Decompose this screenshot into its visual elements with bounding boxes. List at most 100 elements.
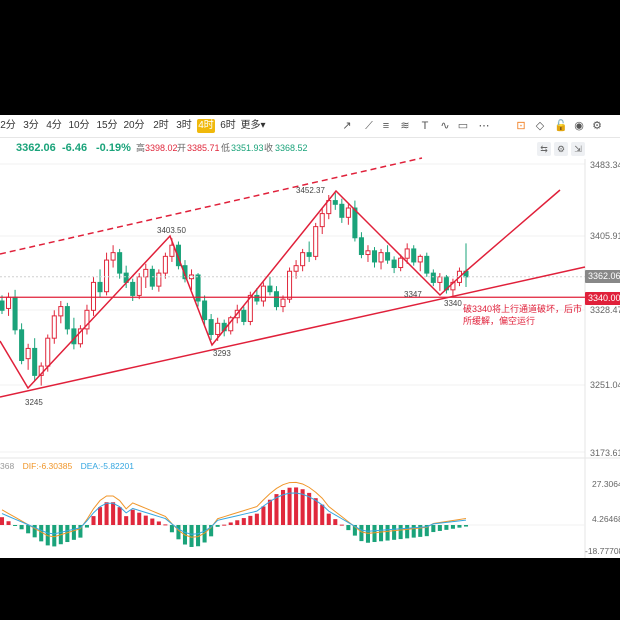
candle-body — [254, 294, 260, 302]
timeframe-9[interactable]: 6时 — [220, 120, 236, 131]
macd-histogram-bar — [71, 525, 76, 540]
eye-icon[interactable]: ◉ — [574, 120, 584, 132]
candle-body — [365, 250, 371, 256]
macd-histogram-bar — [385, 525, 390, 541]
candle-body — [247, 294, 253, 322]
timeframe-4[interactable]: 15分 — [96, 120, 118, 131]
macd-histogram-bar — [209, 525, 214, 537]
timeframe-2[interactable]: 4分 — [46, 120, 62, 131]
macd-histogram-bar — [411, 525, 416, 538]
macd-histogram-bar — [326, 513, 331, 525]
macd-histogram-bar — [13, 525, 18, 526]
macd-histogram-bar — [261, 506, 266, 525]
indicator-settings-icon[interactable]: ⚙ — [554, 142, 568, 156]
macd-histogram-bar — [84, 525, 89, 528]
timeframe-0[interactable]: 2分 — [0, 120, 16, 131]
low-label-2: 3293 — [213, 349, 231, 358]
macd-histogram-bar — [346, 525, 351, 531]
fib-tool-icon[interactable]: ≋ — [400, 120, 410, 132]
timeframe-6[interactable]: 2时 — [153, 120, 169, 131]
candle-body — [149, 268, 155, 287]
macd-histogram-bar — [32, 525, 37, 538]
layout-icon[interactable]: ⊡ — [516, 120, 526, 132]
candle-body — [156, 272, 162, 287]
macd-histogram-bar — [431, 525, 436, 533]
lock-icon[interactable]: 🔓 — [554, 120, 568, 132]
candle-body — [175, 244, 181, 267]
rectangle-tool-icon[interactable]: ▭ — [457, 120, 469, 132]
macd-histogram-bar — [333, 519, 338, 525]
candle-body — [32, 347, 38, 376]
macd-histogram-bar — [463, 525, 469, 527]
macd-histogram-bar — [124, 516, 129, 525]
macd-histogram-bar — [176, 525, 181, 540]
timeframe-5[interactable]: 20分 — [123, 120, 145, 131]
candle-body — [352, 207, 358, 239]
candle-body — [287, 270, 293, 300]
indicator-compare-icon[interactable]: ⇆ — [537, 142, 551, 156]
macd-histogram-bar — [418, 525, 423, 537]
macd-histogram-bar — [294, 487, 299, 525]
low-label-4: 3340 — [444, 299, 462, 308]
candle-body — [417, 255, 423, 263]
timeframe-1[interactable]: 3分 — [23, 120, 39, 131]
macd-histogram-bar — [117, 507, 122, 525]
macd-histogram-bar — [111, 502, 116, 525]
candle-body — [162, 255, 168, 274]
candle-body — [77, 328, 83, 345]
path-tool-icon[interactable]: ∿ — [440, 120, 450, 132]
macd-histogram-bar — [228, 522, 233, 525]
open-value: 3385.71 — [187, 143, 220, 153]
parallel-channel-icon[interactable]: ≡ — [382, 120, 390, 132]
macd-histogram-bar — [254, 513, 259, 525]
candle-body — [45, 337, 51, 367]
trendline-tool-icon[interactable]: ↗ — [342, 120, 352, 132]
eraser-icon[interactable]: ◇ — [535, 120, 545, 132]
timeframe-7[interactable]: 3时 — [176, 120, 192, 131]
candle-body — [313, 226, 319, 257]
candle-body — [202, 300, 208, 321]
macd-histogram-bar — [26, 525, 31, 534]
settings-icon[interactable]: ⚙ — [592, 120, 602, 132]
macd-dif-line — [1, 481, 467, 538]
macd-legend: 368 DIF:-6.30385 DEA:-5.82201 — [0, 461, 140, 471]
support-price-tag: 3340.00 — [585, 292, 620, 305]
candle-body — [169, 244, 175, 257]
candle-body — [424, 255, 430, 274]
macd-histogram-bar — [143, 515, 148, 525]
price-change-pct: -0.19% — [96, 142, 131, 154]
candle-body — [6, 296, 12, 309]
candle-body — [430, 272, 436, 283]
macd-histogram-bar — [98, 507, 103, 525]
low-label-1: 3245 — [25, 398, 43, 407]
macd-histogram-bar — [137, 512, 142, 525]
close-label: 收 — [264, 143, 274, 153]
high-label: 高 — [136, 143, 146, 153]
macd-param: 368 — [0, 461, 15, 471]
macd-histogram-bar — [372, 525, 377, 543]
macd-dif-label: DIF:-6.30385 — [22, 461, 73, 471]
price-chart[interactable] — [0, 115, 620, 558]
candle-body — [12, 296, 18, 331]
chart-toolbar: 2分 3分 4分 10分 15分 20分 2时 3时 4时 6时 更多▾ ↗ ⟋ ≡ ≋ T ∿ ▭ ⋯ ⊡ ◇ 🔓 ◉ ⚙ — [0, 115, 620, 138]
candle-body — [215, 322, 221, 335]
ray-tool-icon[interactable]: ⟋ — [365, 120, 373, 132]
timeframe-10[interactable]: 更多▾ — [240, 120, 266, 131]
candle-body — [241, 309, 247, 322]
candle-body — [90, 281, 97, 311]
candle-body — [280, 298, 286, 308]
macd-histogram-bar — [222, 524, 227, 526]
candle-body — [404, 248, 410, 259]
macd-histogram-bar — [437, 525, 442, 531]
macd-histogram-bar — [78, 525, 83, 538]
quote-info-row: 3362.06 -6.46 -0.19% 高 3398.02 开 3385.71… — [0, 139, 620, 157]
channel-upper-line — [0, 157, 423, 255]
macd-histogram-bar — [379, 525, 384, 542]
timeframe-3[interactable]: 10分 — [68, 120, 90, 131]
indicator-expand-icon[interactable]: ⇲ — [571, 142, 585, 156]
more-tools-icon[interactable]: ⋯ — [478, 120, 490, 132]
text-tool-icon[interactable]: T — [421, 120, 429, 132]
macd-histogram-bar — [65, 525, 70, 543]
timeframe-8[interactable]: 4时 — [197, 119, 215, 133]
candle-body — [300, 252, 306, 267]
